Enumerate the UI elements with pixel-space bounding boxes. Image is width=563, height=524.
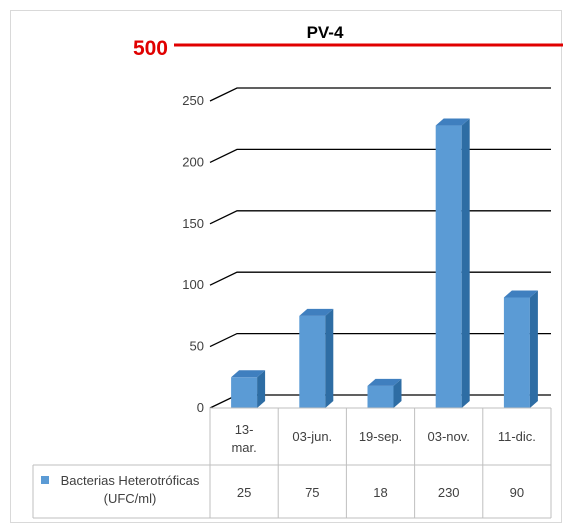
bar xyxy=(367,378,402,408)
legend-key xyxy=(41,476,49,484)
category-label: mar. xyxy=(231,440,256,455)
bar-front xyxy=(231,377,258,408)
y-tick-label: 0 xyxy=(197,400,204,415)
y-tick-label: 100 xyxy=(182,277,204,292)
bar-top xyxy=(231,370,266,378)
threshold-label: 500 xyxy=(133,37,168,60)
bar-top xyxy=(367,378,402,386)
y-tick-label: 200 xyxy=(182,154,204,169)
threshold-line-group: 500 xyxy=(133,37,563,60)
gridline xyxy=(209,271,551,286)
data-value: 75 xyxy=(305,485,319,500)
bar xyxy=(299,308,334,408)
bars xyxy=(231,118,538,408)
bar-side xyxy=(529,290,538,408)
bar xyxy=(503,290,538,408)
bar-front xyxy=(367,385,394,408)
y-tick-label: 50 xyxy=(190,339,204,354)
series-name: Bacterias Heterotróficas xyxy=(61,473,200,488)
y-tick-label: 250 xyxy=(182,93,204,108)
gridline xyxy=(209,87,551,102)
bar-top xyxy=(435,118,470,126)
data-value: 90 xyxy=(510,485,524,500)
category-label: 19-sep. xyxy=(359,429,402,444)
data-table: 13- mar. 03-jun. 19-sep. 03-nov. 11-dic. Bacte… xyxy=(32,407,552,519)
gridline xyxy=(209,210,551,225)
y-axis-labels: 0 50 100 150 200 250 xyxy=(182,93,204,415)
category-label: 03-jun. xyxy=(292,429,332,444)
bar-front xyxy=(435,125,462,408)
data-value: 230 xyxy=(438,485,460,500)
gridline xyxy=(209,148,551,163)
bar-front xyxy=(503,297,530,408)
data-value: 18 xyxy=(373,485,387,500)
bar-front xyxy=(299,315,326,408)
bar-top xyxy=(299,308,334,316)
bar-side xyxy=(393,378,402,408)
chart-title: PV-4 xyxy=(307,23,344,42)
bar xyxy=(435,118,470,408)
bar-side xyxy=(325,308,334,408)
bar xyxy=(231,370,266,408)
chart-frame xyxy=(10,10,562,523)
gridlines xyxy=(209,87,551,409)
y-tick-label: 150 xyxy=(182,216,204,231)
category-label: 11-dic. xyxy=(498,429,536,444)
bar-side xyxy=(257,370,266,408)
data-value: 25 xyxy=(237,485,251,500)
gridline xyxy=(209,332,551,348)
category-label: 13- xyxy=(235,422,254,437)
bar-top xyxy=(503,290,538,298)
bar-side xyxy=(461,118,470,408)
category-label: 03-nov. xyxy=(427,429,469,444)
series-name: (UFC/ml) xyxy=(104,491,157,506)
